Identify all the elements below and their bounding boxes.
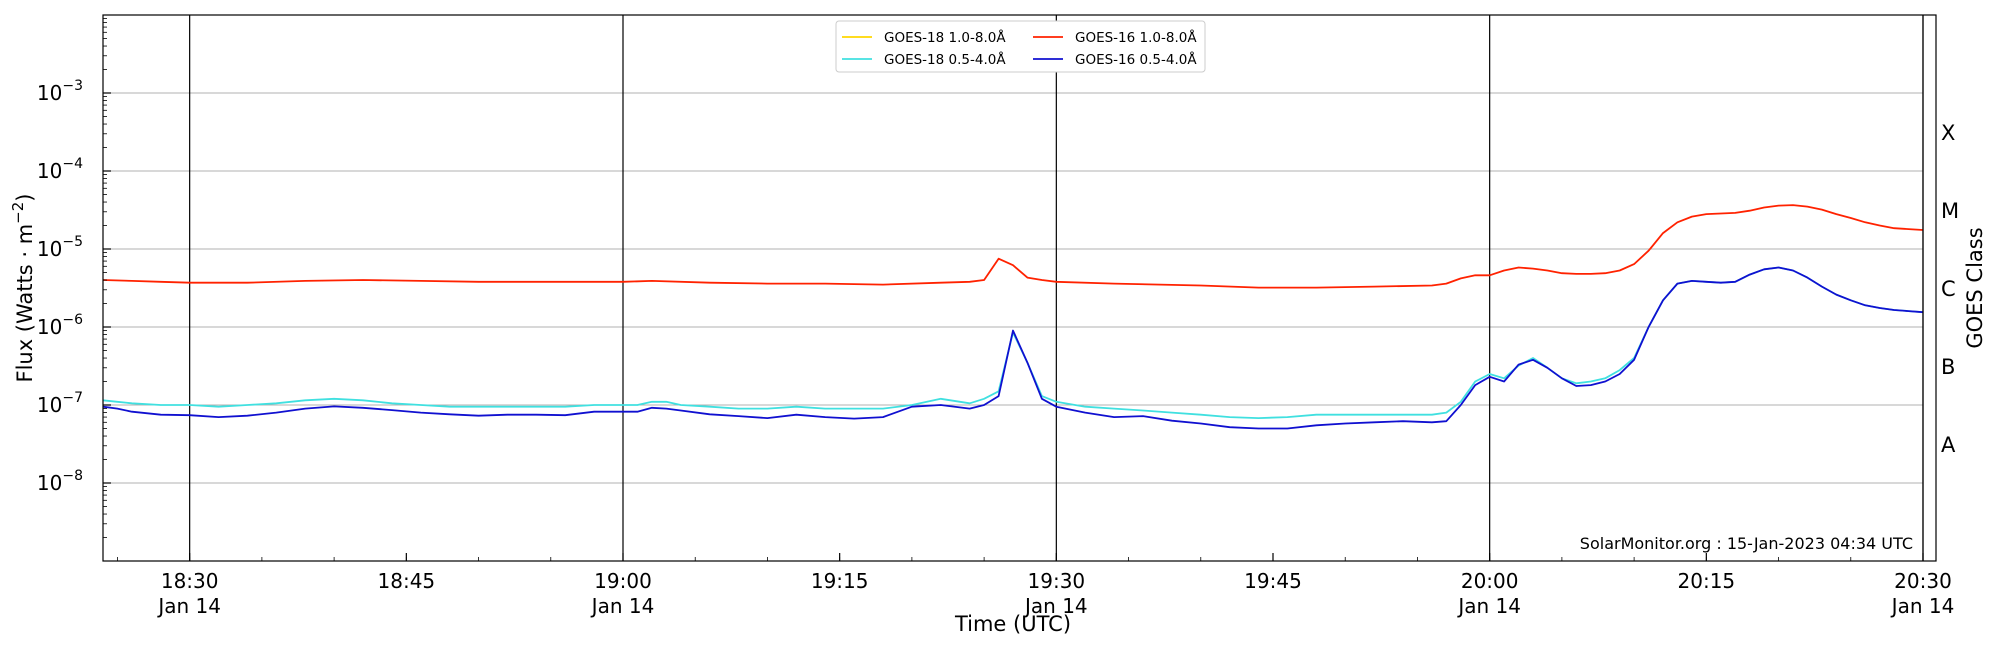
x-tick-label: 19:15 — [811, 569, 869, 593]
x-tick-date: Jan 14 — [1456, 594, 1521, 618]
goes-class-b: B — [1941, 355, 1955, 379]
x-tick-date: Jan 14 — [156, 594, 221, 618]
legend-label: GOES-16 1.0-8.0Å — [1075, 29, 1197, 46]
x-tick-label: 20:00 — [1461, 569, 1519, 593]
x-tick-date: Jan 14 — [1890, 594, 1955, 618]
series-line-2 — [102, 204, 1924, 289]
x-tick-label: 20:30 — [1894, 569, 1952, 593]
goes-class-x: X — [1941, 121, 1955, 145]
goes-class-a: A — [1941, 433, 1956, 457]
legend-label: GOES-16 0.5-4.0Å — [1075, 51, 1197, 68]
x-tick-label: 20:15 — [1678, 569, 1736, 593]
time-markers — [189, 15, 1924, 561]
plot-frame — [102, 14, 1937, 562]
y-tick-label: 10−3 — [37, 78, 83, 105]
series-line-1 — [102, 266, 1924, 420]
flux-series — [102, 204, 1924, 430]
y-tick-label: 10−8 — [37, 468, 83, 495]
x-axis-title: Time (UTC) — [954, 612, 1071, 636]
solarmonitor-watermark: SolarMonitor.org : 15-Jan-2023 04:34 UTC — [1580, 534, 1913, 553]
x-tick-label: 18:30 — [161, 569, 219, 593]
x-tick-label: 19:45 — [1244, 569, 1302, 593]
y-axis-ticks: 10−8 10−7 10−6 10−5 10−4 10−3 — [37, 18, 111, 538]
goes-class-axis-title: GOES Class — [1963, 227, 1987, 348]
x-tick-date: Jan 14 — [1023, 594, 1088, 618]
x-tick-label: 18:45 — [378, 569, 436, 593]
y-tick-label: 10−7 — [37, 390, 83, 417]
y-tick-label: 10−6 — [37, 312, 83, 339]
y-axis-title: Flux (Watts · m−2) — [9, 193, 37, 382]
horizontal-grid — [103, 92, 1923, 484]
y-tick-label: 10−5 — [37, 234, 83, 261]
goes-class-c: C — [1941, 277, 1956, 301]
series-line-3 — [102, 266, 1924, 430]
goes-class-m: M — [1941, 199, 1959, 223]
x-tick-label: 19:00 — [594, 569, 652, 593]
legend-label: GOES-18 0.5-4.0Å — [884, 51, 1006, 68]
y-tick-label: 10−4 — [37, 156, 83, 183]
x-tick-label: 19:30 — [1028, 569, 1086, 593]
legend: GOES-18 1.0-8.0Å GOES-18 0.5-4.0Å GOES-16 … — [835, 20, 1206, 73]
x-tick-date: Jan 14 — [590, 594, 655, 618]
legend-label: GOES-18 1.0-8.0Å — [884, 29, 1006, 46]
goes-class-labels: A B C M X — [1941, 121, 1959, 457]
legend-box — [835, 20, 1206, 73]
